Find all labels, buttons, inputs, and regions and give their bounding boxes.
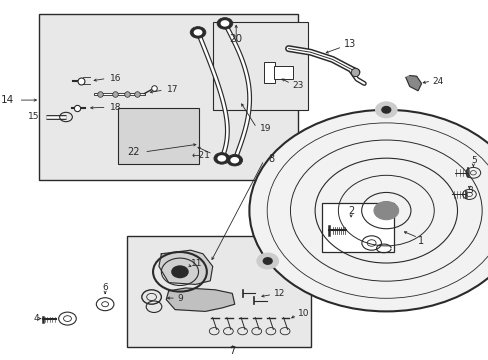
Text: 24: 24 xyxy=(432,77,443,85)
Circle shape xyxy=(217,18,232,29)
Circle shape xyxy=(230,157,239,163)
Text: 17: 17 xyxy=(167,85,179,94)
Text: 11: 11 xyxy=(190,259,202,268)
Bar xyxy=(212,22,307,110)
Bar xyxy=(321,203,393,252)
Circle shape xyxy=(226,154,242,166)
Circle shape xyxy=(214,153,229,164)
Text: 15: 15 xyxy=(27,112,39,121)
Text: 9: 9 xyxy=(177,294,183,302)
Circle shape xyxy=(373,202,398,220)
Text: 10: 10 xyxy=(298,309,309,318)
Polygon shape xyxy=(159,250,212,284)
Circle shape xyxy=(193,29,202,36)
Bar xyxy=(39,14,298,180)
Circle shape xyxy=(381,107,390,113)
Bar xyxy=(264,62,274,83)
Circle shape xyxy=(263,258,272,264)
Circle shape xyxy=(257,253,278,269)
Text: 16: 16 xyxy=(110,74,122,83)
Text: 20: 20 xyxy=(229,33,242,44)
Text: 22: 22 xyxy=(126,147,139,157)
Text: 19: 19 xyxy=(260,124,271,133)
Polygon shape xyxy=(405,76,421,91)
Text: 12: 12 xyxy=(273,289,285,298)
Text: 5: 5 xyxy=(470,156,476,165)
Text: 23: 23 xyxy=(292,81,303,90)
Text: ←21: ←21 xyxy=(191,151,210,160)
Circle shape xyxy=(220,20,229,27)
Text: 18: 18 xyxy=(110,103,122,112)
Circle shape xyxy=(171,265,188,278)
Text: 14: 14 xyxy=(0,95,14,105)
Text: 2: 2 xyxy=(347,206,353,216)
Polygon shape xyxy=(166,288,234,311)
Bar xyxy=(118,108,199,164)
Text: 6: 6 xyxy=(102,284,108,292)
Text: 13: 13 xyxy=(343,39,355,49)
Circle shape xyxy=(249,110,488,311)
Circle shape xyxy=(190,27,205,38)
Bar xyxy=(127,236,310,347)
Text: 4: 4 xyxy=(33,314,39,323)
Circle shape xyxy=(375,102,396,118)
Text: 3: 3 xyxy=(467,186,472,195)
Text: 7: 7 xyxy=(229,346,235,356)
Circle shape xyxy=(217,155,226,162)
Bar xyxy=(273,66,293,79)
Text: 1: 1 xyxy=(417,236,423,246)
Text: 8: 8 xyxy=(267,154,274,164)
